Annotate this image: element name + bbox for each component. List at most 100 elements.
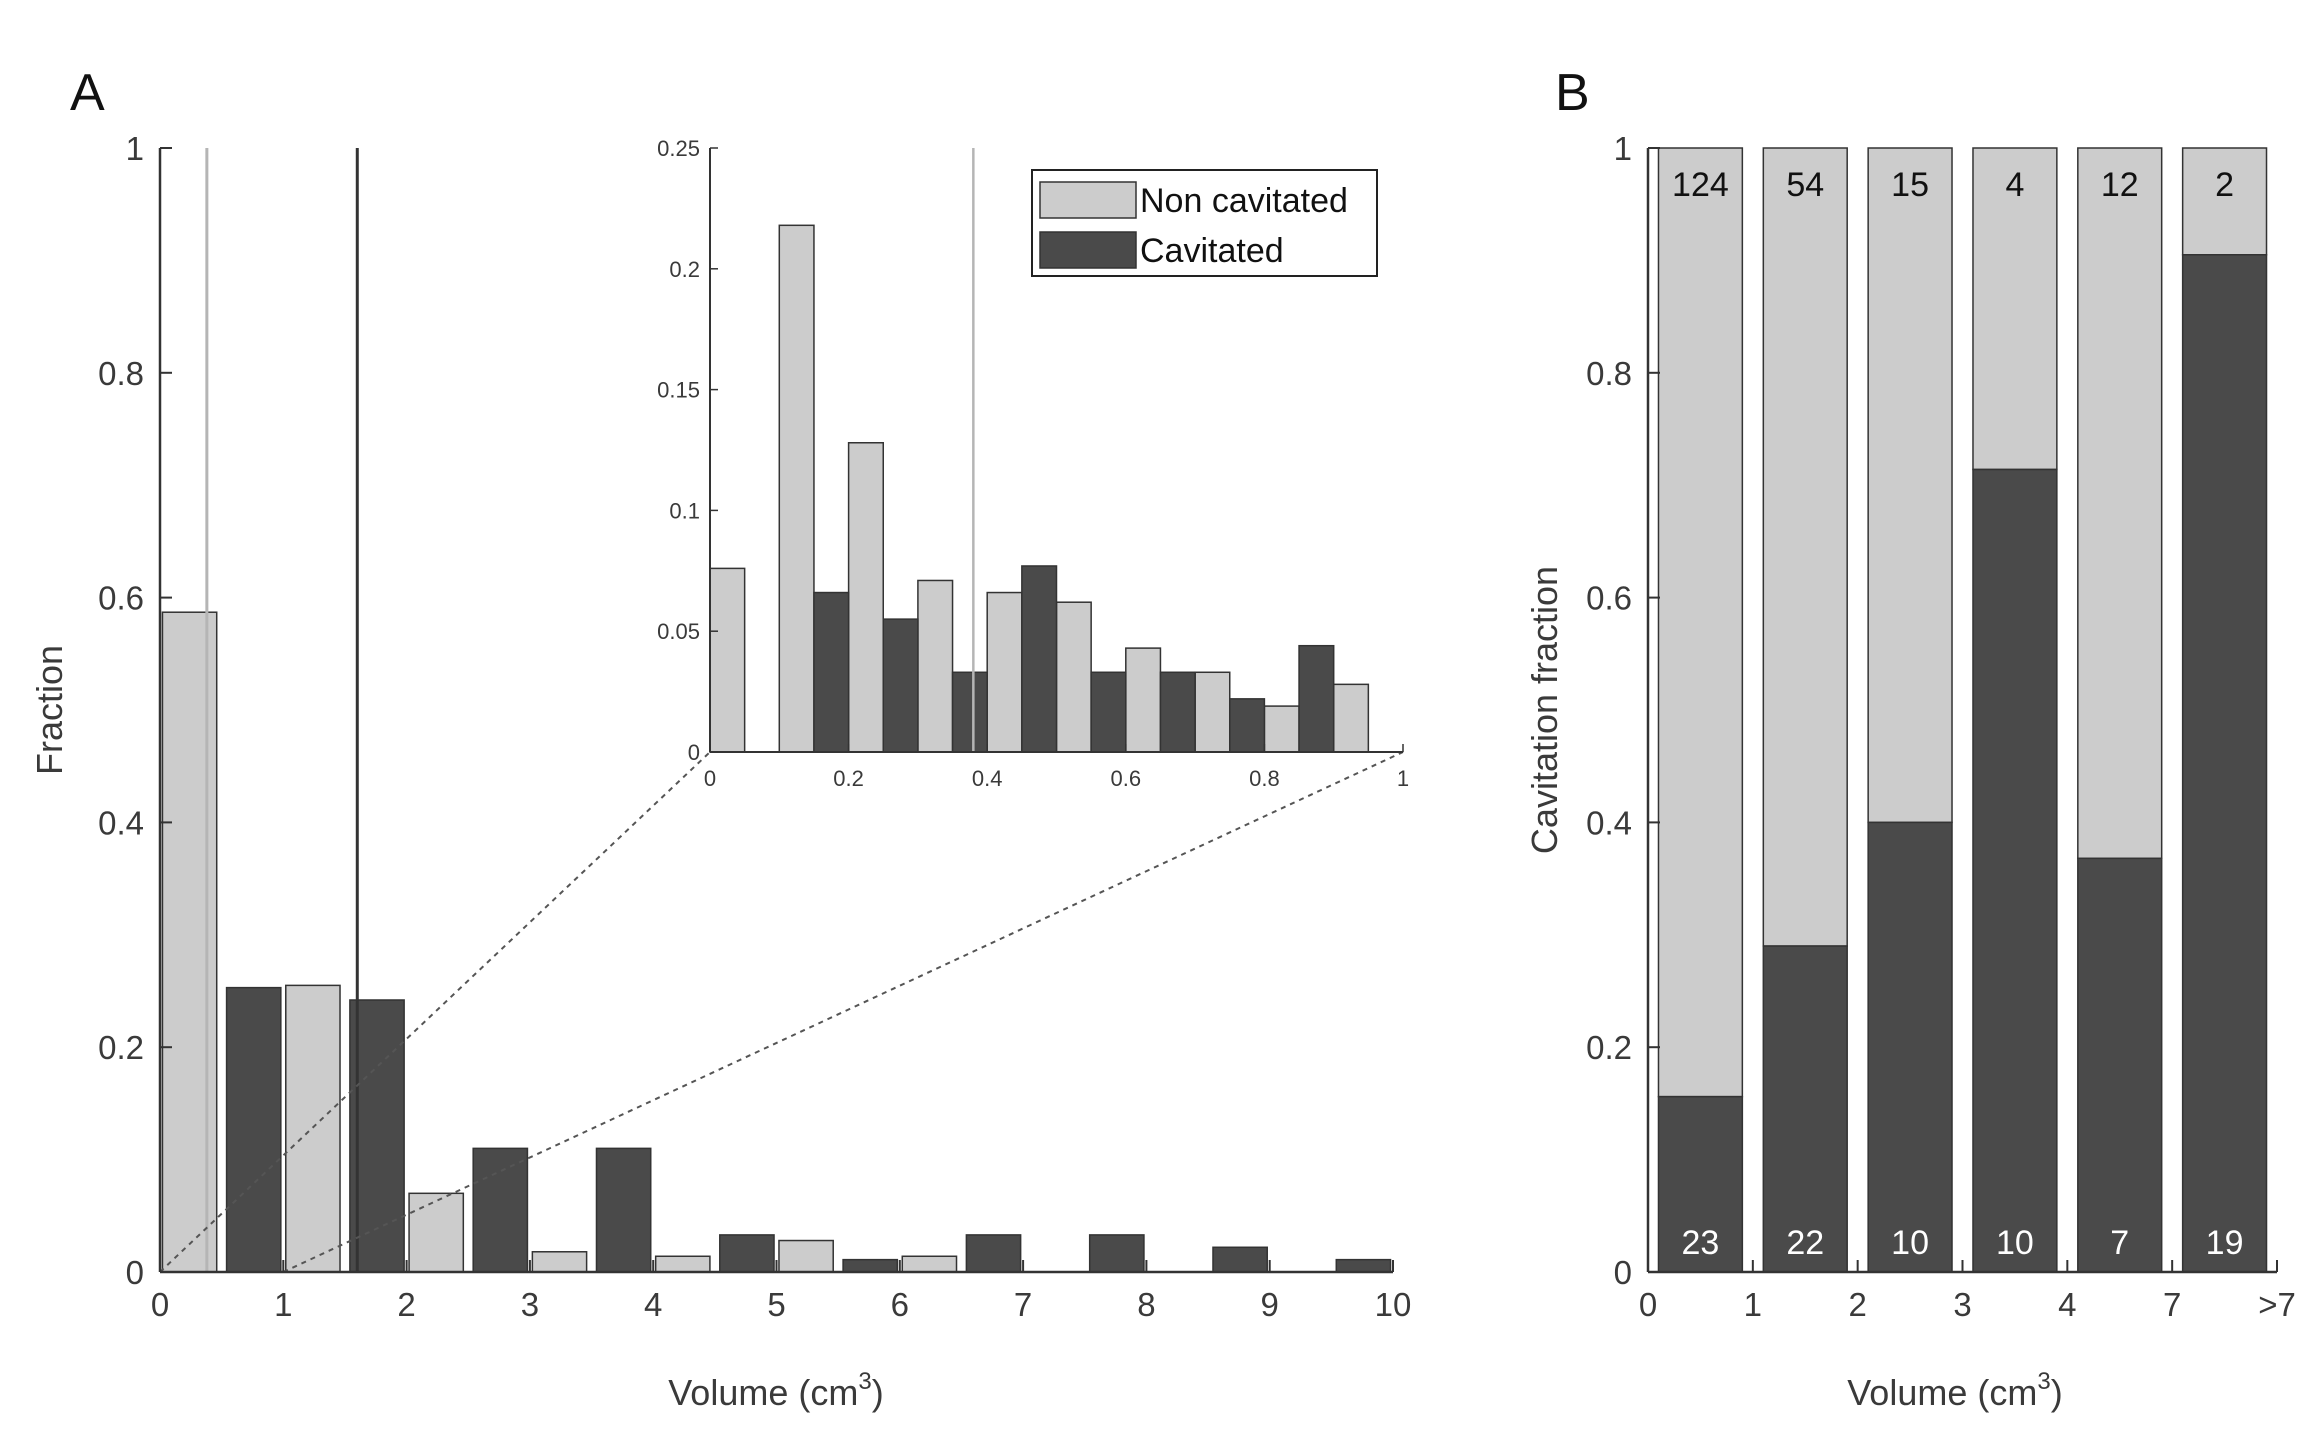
a-xlabel-sup: 3 — [858, 1368, 871, 1395]
panel-b-x-tick-label: >7 — [2258, 1286, 2296, 1323]
inset-y-tick-label: 0.25 — [657, 136, 700, 161]
panel-a-bar-cavitated-5 — [842, 1258, 899, 1273]
panel-a-bar-cavitated-9 — [1335, 1258, 1392, 1273]
inset-bar-cavitated-6 — [1159, 671, 1196, 753]
panel-b-y-tick-label: 0.2 — [1586, 1029, 1632, 1066]
panel-a-y-tick-label: 0 — [126, 1254, 144, 1291]
panel-a-x-tick-label: 9 — [1261, 1286, 1279, 1323]
inset-y-tick-label: 0.1 — [669, 498, 700, 523]
panel-a-bar-cavitated-7 — [1088, 1234, 1145, 1273]
panel-a-bar-cavitated-4 — [719, 1234, 775, 1273]
panel-a-x-tick-label: 10 — [1375, 1286, 1412, 1323]
inset-bar-cavitated-1 — [813, 591, 850, 753]
panel-a-bar-non-cavitated-6 — [901, 1255, 958, 1273]
panel-b-y-tick-label: 0.8 — [1586, 355, 1632, 392]
a-xlabel-prefix: Volume (cm — [668, 1372, 858, 1413]
legend: Non cavitated Cavitated — [1031, 169, 1378, 277]
inset-bar-cavitated-7 — [1229, 698, 1266, 753]
panel-b-x-ticks: 0 1 2 3 4 7 >7 — [1639, 1260, 2296, 1323]
panel-b-x-tick-label: 2 — [1848, 1286, 1866, 1323]
panel-a-bar-cavitated-0 — [225, 986, 282, 1273]
inset-bar-non-cavitated-7 — [1194, 671, 1231, 753]
panel-b-bar-cavitated-2 — [1867, 821, 1953, 1273]
inset-x-tick-label: 1 — [1397, 766, 1409, 791]
panel-b-y-tick-label: 0.4 — [1586, 804, 1632, 841]
panel-a-bar-cavitated-6 — [965, 1234, 1022, 1273]
panel-a-bar-non-cavitated-1 — [285, 984, 341, 1273]
panel-b-count-non-cavitated: 2 — [2215, 166, 2234, 204]
inset-bar-non-cavitated-6 — [1125, 647, 1162, 753]
panel-b-count-non-cavitated: 54 — [1786, 166, 1824, 204]
zoom-guide-line-left — [159, 751, 711, 1273]
panel-b-count-non-cavitated: 12 — [2101, 166, 2139, 204]
panel-a-y-tick-label: 0.8 — [98, 355, 144, 392]
inset-bars — [709, 224, 1370, 753]
panel-b-bar-cavitated-4 — [2077, 857, 2163, 1273]
panel-a-x-ticks: 0 1 2 3 4 5 6 7 8 9 10 — [151, 1260, 1412, 1323]
panel-b-bar-cavitated-3 — [1972, 468, 2058, 1273]
inset-x-tick-label: 0.4 — [972, 766, 1003, 791]
panel-b-bar-non-cavitated-4 — [2077, 147, 2163, 860]
inset-y-tick-label: 0.2 — [669, 257, 700, 282]
panel-a-bar-non-cavitated-5 — [778, 1239, 834, 1273]
panel-b-y-tick-label: 1 — [1614, 130, 1632, 167]
panel-b-counts: 124 23 54 22 15 10 4 10 12 7 2 19 — [1672, 166, 2243, 1262]
inset-bar-cavitated-4 — [1021, 565, 1058, 753]
inset-x-tick-label: 0.8 — [1249, 766, 1280, 791]
inset-y-tick-label: 0 — [688, 740, 700, 765]
panel-a-y-ticks: 0 0.2 0.4 0.6 0.8 1 — [98, 130, 172, 1291]
panel-a-x-tick-label: 7 — [1014, 1286, 1032, 1323]
panel-a-x-tick-label: 5 — [767, 1286, 785, 1323]
inset-bar-cavitated-5 — [1090, 671, 1127, 753]
inset-bar-non-cavitated-4 — [986, 591, 1023, 753]
panel-b-bars — [1657, 147, 2268, 1273]
panel-b-x-tick-label: 7 — [2163, 1286, 2181, 1323]
inset-bar-non-cavitated-5 — [1055, 601, 1092, 753]
panel-b-x-tick-label: 1 — [1744, 1286, 1762, 1323]
panel-b-count-cavitated: 7 — [2110, 1224, 2129, 1262]
panel-b-bar-non-cavitated-2 — [1867, 147, 1953, 824]
inset-bar-cavitated-8 — [1298, 644, 1335, 753]
panel-a-y-axis-title: Fraction — [29, 645, 70, 775]
inset-bar-non-cavitated-1 — [778, 224, 815, 753]
panel-a-bar-non-cavitated-3 — [531, 1251, 588, 1273]
legend-label-cavitated: Cavitated — [1140, 232, 1284, 270]
panel-a-bar-non-cavitated-4 — [654, 1255, 711, 1273]
panel-b-x-tick-label: 0 — [1639, 1286, 1657, 1323]
panel-a-bar-non-cavitated-2 — [408, 1192, 465, 1273]
inset-bar-non-cavitated-3 — [917, 579, 954, 753]
inset-x-tick-label: 0 — [704, 766, 716, 791]
inset-bar-cavitated-3 — [951, 671, 988, 753]
panel-a-y-tick-label: 0.2 — [98, 1029, 144, 1066]
panel-b-x-tick-label: 3 — [1953, 1286, 1971, 1323]
panel-b-x-axis-title: Volume (cm3) — [1847, 1368, 2062, 1413]
panel-b-x-tick-label: 4 — [2058, 1286, 2076, 1323]
inset-y-tick-label: 0.15 — [657, 378, 700, 403]
panel-b-bar-cavitated-0 — [1657, 1095, 1744, 1273]
legend-swatch-cavitated — [1039, 231, 1137, 269]
panel-a-bar-non-cavitated-0 — [161, 611, 218, 1273]
panel-a-bar-cavitated-1 — [349, 999, 405, 1273]
b-xlabel-prefix: Volume (cm — [1847, 1372, 2037, 1413]
panel-b-count-cavitated: 19 — [2206, 1224, 2244, 1262]
panel-b-bar-non-cavitated-5 — [2181, 147, 2268, 256]
panel-a-zoom-lines — [159, 751, 1404, 1273]
inset-bar-non-cavitated-9 — [1332, 683, 1370, 753]
legend-swatch-non-cavitated — [1039, 181, 1137, 219]
inset-x-tick-label: 0.2 — [833, 766, 864, 791]
inset-bar-cavitated-2 — [882, 618, 919, 753]
inset-x-tick-label: 0.6 — [1111, 766, 1142, 791]
inset-bar-non-cavitated-0 — [709, 567, 746, 753]
panel-a-x-tick-label: 2 — [397, 1286, 415, 1323]
panel-a-bar-cavitated-8 — [1212, 1246, 1268, 1273]
panel-b-count-non-cavitated: 15 — [1891, 166, 1929, 204]
panel-a-x-tick-label: 0 — [151, 1286, 169, 1323]
panel-a-inset-chart: 0 0.05 0.1 0.15 0.2 0.25 0 0.2 0.4 0.6 0.8 1 Non c… — [657, 136, 1409, 791]
panel-b-count-cavitated: 10 — [1891, 1224, 1929, 1262]
b-xlabel-suffix: ) — [2051, 1372, 2063, 1413]
panel-b-count-cavitated: 22 — [1786, 1224, 1824, 1262]
panel-a-bar-cavitated-3 — [595, 1147, 652, 1273]
panel-a-x-tick-label: 3 — [521, 1286, 539, 1323]
